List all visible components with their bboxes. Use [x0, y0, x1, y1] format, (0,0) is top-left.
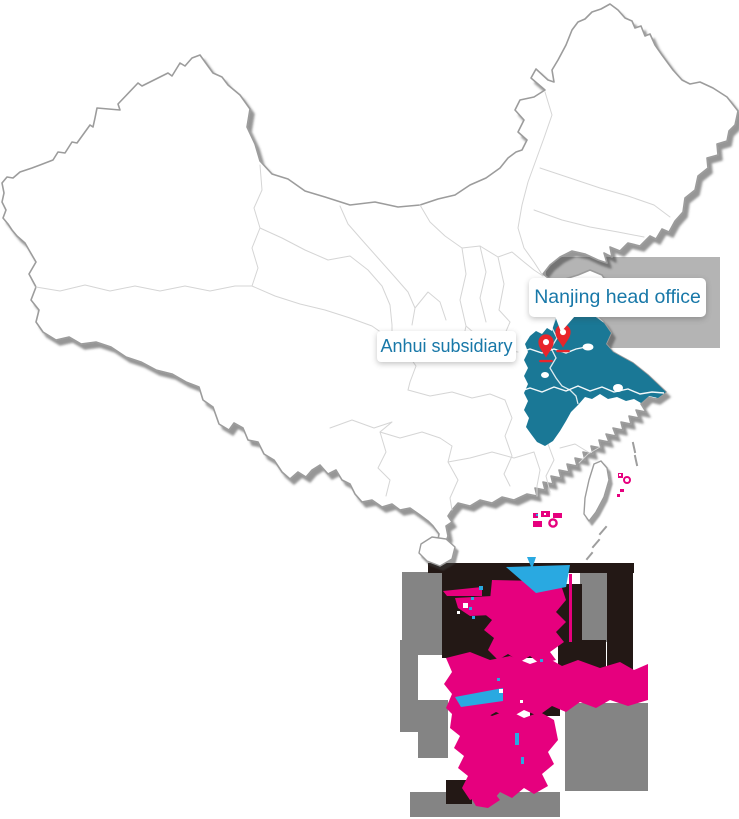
anhui-jiangsu-border: [549, 316, 579, 405]
lake-hongze: [582, 343, 594, 351]
small-glitch-bits: [533, 473, 631, 528]
lake-chao: [541, 372, 549, 378]
province-borders: [35, 91, 671, 511]
callout-pointer: [555, 316, 575, 332]
pin-anhui[interactable]: [538, 334, 554, 363]
glitch-artifact: [400, 557, 648, 817]
callout-nanjing[interactable]: Nanjing head office: [529, 278, 706, 332]
location-pin-icon: [538, 334, 554, 363]
callout-anhui[interactable]: Anhui subsidiary: [377, 331, 516, 362]
lake-taihu: [613, 384, 623, 392]
yangtze-river: [517, 385, 665, 395]
huai-river: [520, 346, 587, 354]
callout-nanjing-label: Nanjing head office: [534, 286, 701, 308]
taiwan-island: [583, 460, 610, 522]
highlight-anhui-jiangsu[interactable]: [517, 313, 666, 446]
callout-anhui-label: Anhui subsidiary: [380, 336, 513, 356]
islands: [418, 460, 610, 567]
hainan-island: [418, 536, 456, 567]
maritime-dashes: [585, 441, 639, 561]
